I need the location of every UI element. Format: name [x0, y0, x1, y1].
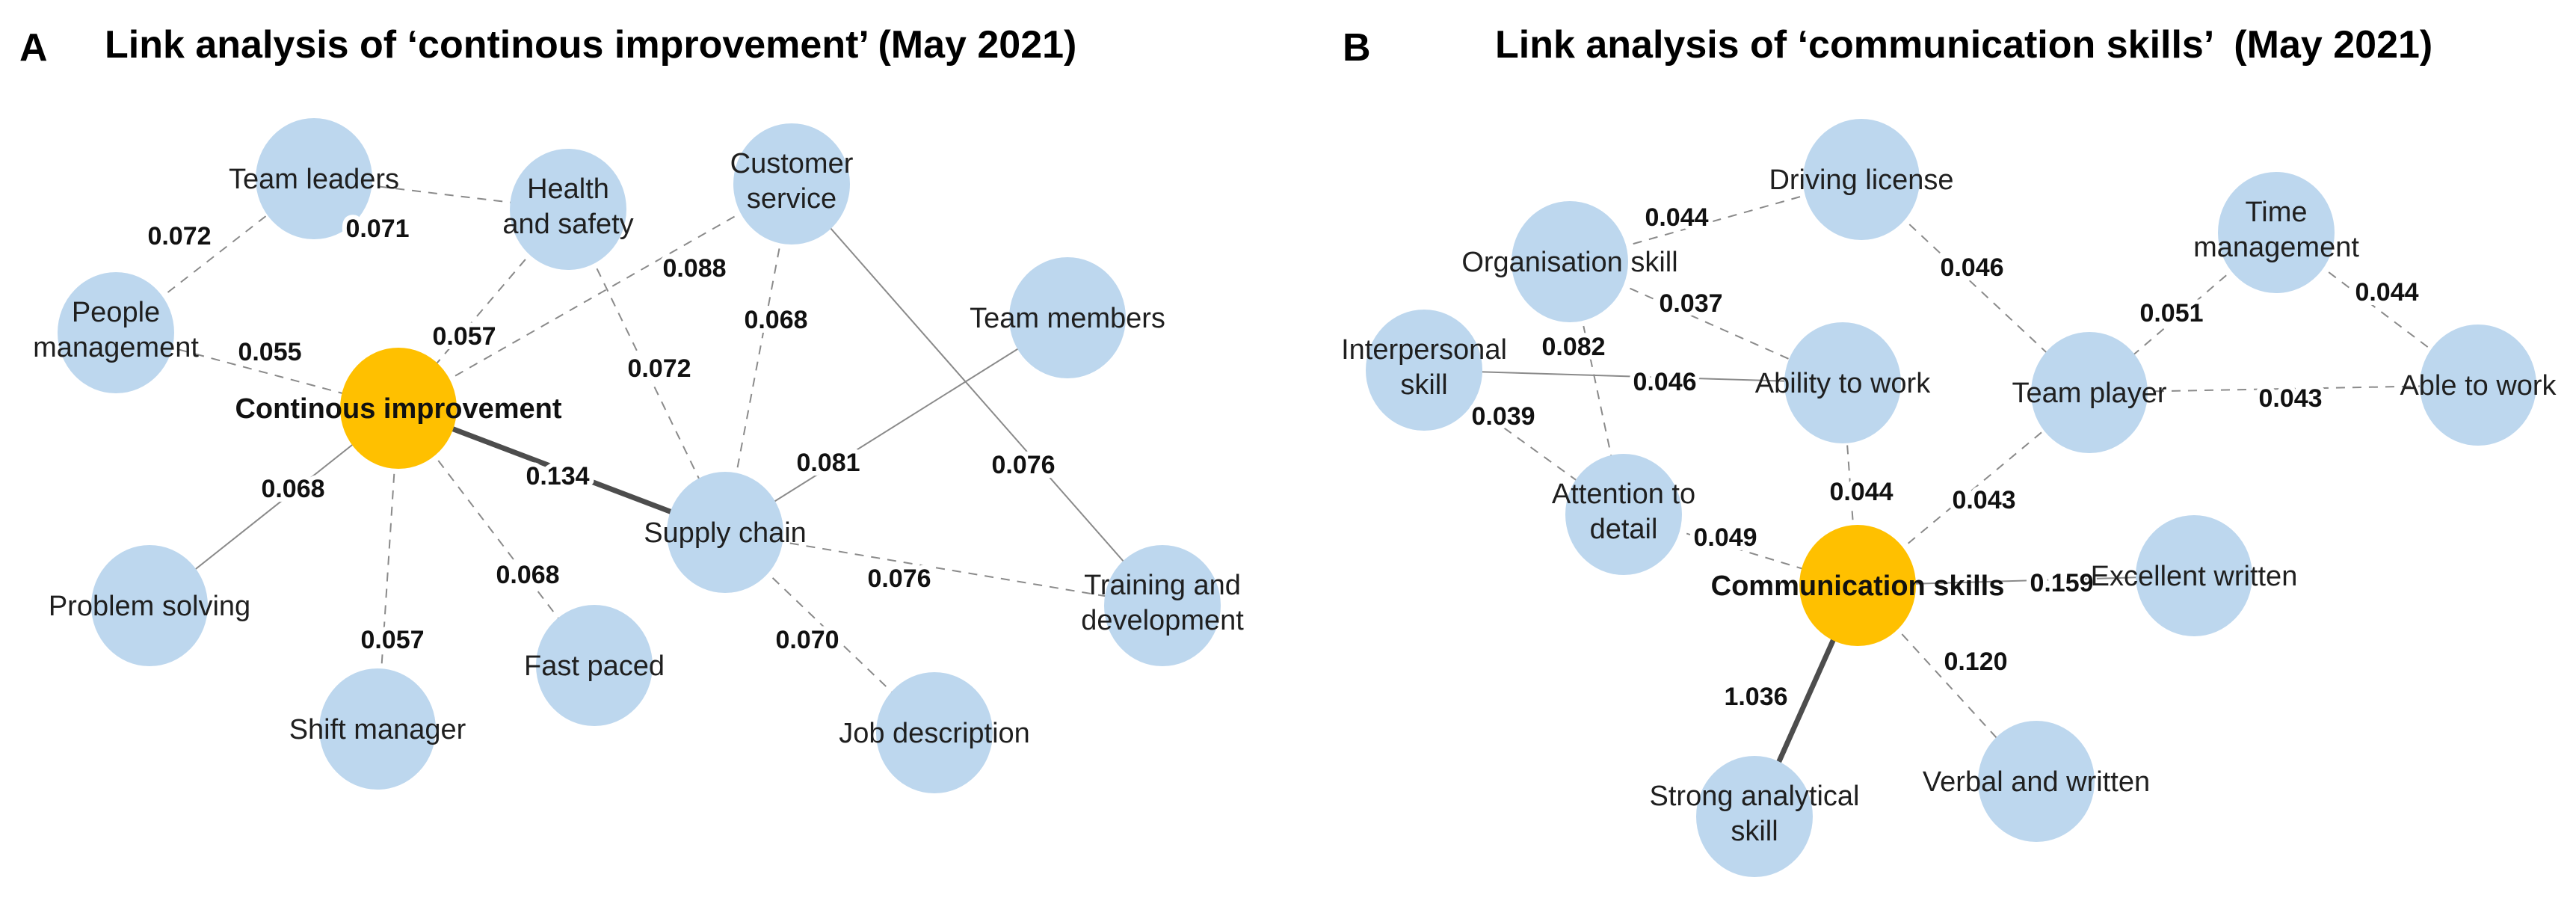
edge-weight-supply-chain-team-members: 0.081 — [796, 449, 860, 477]
node-label-time-management: Time management — [2193, 197, 2359, 263]
node-driving-license — [1803, 119, 1920, 240]
node-label-job-description: Job description — [839, 718, 1030, 749]
edge-weight-communication-skills-excellent-written: 0.159 — [2030, 569, 2093, 597]
edge-customer-service-training-and-development — [791, 183, 1163, 606]
edge-weight-customer-service-continous-improvement: 0.088 — [662, 254, 726, 283]
node-label-strong-analytical-skill: Strong analytical skill — [1650, 781, 1860, 847]
node-label-driving-license: Driving license — [1769, 164, 1953, 196]
node-label-team-player: Team player — [2012, 378, 2167, 409]
node-people-management — [58, 272, 174, 393]
node-shift-manager — [319, 668, 436, 790]
node-health-and-safety — [510, 149, 626, 270]
edge-supply-chain-team-members — [724, 317, 1068, 533]
node-team-members — [1009, 257, 1126, 378]
edge-weight-organisation-skill-ability-to-work: 0.037 — [1659, 289, 1722, 318]
node-label-health-and-safety: Health and safety — [502, 173, 633, 240]
node-label-customer-service: Customer service — [730, 148, 854, 215]
node-label-excellent-written: Excellent written — [2091, 561, 2298, 592]
edge-weight-interpersonal-skill-attention-to-detail: 0.039 — [1471, 402, 1535, 431]
node-problem-solving — [91, 545, 208, 666]
edge-weight-continous-improvement-problem-solving: 0.068 — [261, 475, 324, 503]
edge-weight-continous-improvement-fast-paced: 0.068 — [496, 561, 559, 589]
node-label-team-leaders: Team leaders — [229, 164, 399, 195]
node-time-management — [2218, 172, 2335, 293]
edge-weight-customer-service-training-and-development: 0.076 — [991, 451, 1055, 479]
edge-weight-attention-to-detail-communication-skills: 0.049 — [1693, 523, 1757, 552]
node-label-attention-to-detail: Attention to detail — [1552, 479, 1695, 545]
edge-weight-supply-chain-job-description: 0.070 — [775, 626, 839, 654]
edge-weight-time-management-able-to-work: 0.044 — [2355, 278, 2418, 307]
node-supply-chain — [667, 472, 783, 593]
node-label-ability-to-work: Ability to work — [1755, 368, 1931, 399]
edge-weight-continous-improvement-supply-chain: 0.134 — [526, 462, 589, 490]
edge-weight-organisation-skill-driving-license: 0.044 — [1645, 203, 1708, 232]
edge-weight-customer-service-supply-chain: 0.068 — [744, 306, 807, 334]
edge-weight-time-management-team-player: 0.051 — [2139, 299, 2203, 327]
node-label-problem-solving: Problem solving — [49, 591, 250, 622]
node-label-fast-paced: Fast paced — [524, 651, 665, 682]
node-team-leaders — [256, 118, 372, 239]
node-label-shift-manager: Shift manager — [289, 714, 466, 745]
node-label-interpersonal-skill: Interpersonal skill — [1341, 334, 1507, 401]
panel-b-letter: B — [1343, 26, 1371, 70]
node-label-training-and-development: Training and development — [1081, 570, 1244, 636]
edge-weight-continous-improvement-shift-manager: 0.057 — [360, 626, 424, 654]
node-communication-skills — [1799, 525, 1916, 646]
node-organisation-skill — [1512, 201, 1628, 322]
edge-weight-communication-skills-team-player: 0.043 — [1952, 486, 2015, 514]
node-training-and-development — [1104, 545, 1221, 666]
node-label-communication-skills: Communication skills — [1711, 571, 2005, 602]
node-label-continous-improvement: Continous improvement — [235, 393, 561, 425]
edge-weight-people-management-team-leaders: 0.072 — [147, 222, 211, 250]
edge-weight-communication-skills-ability-to-work: 0.044 — [1829, 478, 1893, 506]
edge-weight-organisation-skill-attention-to-detail: 0.082 — [1541, 333, 1605, 361]
edge-weight-supply-chain-training-and-development: 0.076 — [867, 565, 931, 593]
node-interpersonal-skill — [1366, 310, 1482, 431]
edge-weight-team-leaders-health-and-safety: 0.071 — [345, 215, 409, 243]
node-label-supply-chain: Supply chain — [644, 517, 807, 549]
node-label-organisation-skill: Organisation skill — [1461, 247, 1677, 278]
edge-weight-communication-skills-verbal-and-written: 0.120 — [1944, 648, 2007, 676]
node-attention-to-detail — [1565, 454, 1682, 575]
node-fast-paced — [536, 605, 653, 726]
node-ability-to-work — [1784, 322, 1901, 443]
node-job-description — [876, 672, 993, 793]
node-strong-analytical-skill — [1696, 756, 1813, 877]
edge-interpersonal-skill-ability-to-work — [1423, 369, 1843, 384]
edge-weight-communication-skills-strong-analytical-skill: 1.036 — [1724, 683, 1787, 711]
edge-weight-people-management-continous-improvement: 0.055 — [238, 338, 301, 366]
node-team-player — [2031, 332, 2148, 453]
edge-weight-interpersonal-skill-ability-to-work: 0.046 — [1633, 368, 1696, 396]
node-label-able-to-work: Able to work — [2400, 370, 2557, 402]
edge-weight-team-player-able-to-work: 0.043 — [2258, 384, 2322, 413]
edge-weight-health-and-safety-continous-improvement: 0.057 — [432, 322, 496, 351]
edge-supply-chain-training-and-development — [724, 532, 1163, 606]
edge-weight-driving-license-team-player: 0.046 — [1940, 253, 2003, 282]
node-continous-improvement — [340, 348, 457, 469]
node-excellent-written — [2136, 515, 2252, 636]
node-label-verbal-and-written: Verbal and written — [1923, 766, 2150, 798]
edge-weight-health-and-safety-supply-chain: 0.072 — [627, 354, 691, 383]
node-able-to-work — [2420, 325, 2536, 446]
panel-b-title: Link analysis of ‘communication skills’ … — [1495, 23, 2433, 67]
node-label-people-management: People management — [33, 297, 199, 363]
panel-a-letter: A — [19, 26, 48, 70]
node-label-team-members: Team members — [970, 303, 1165, 334]
panel-a-title: Link analysis of ‘continous improvement’… — [105, 23, 1077, 67]
node-customer-service — [733, 123, 850, 245]
node-verbal-and-written — [1978, 721, 2095, 842]
